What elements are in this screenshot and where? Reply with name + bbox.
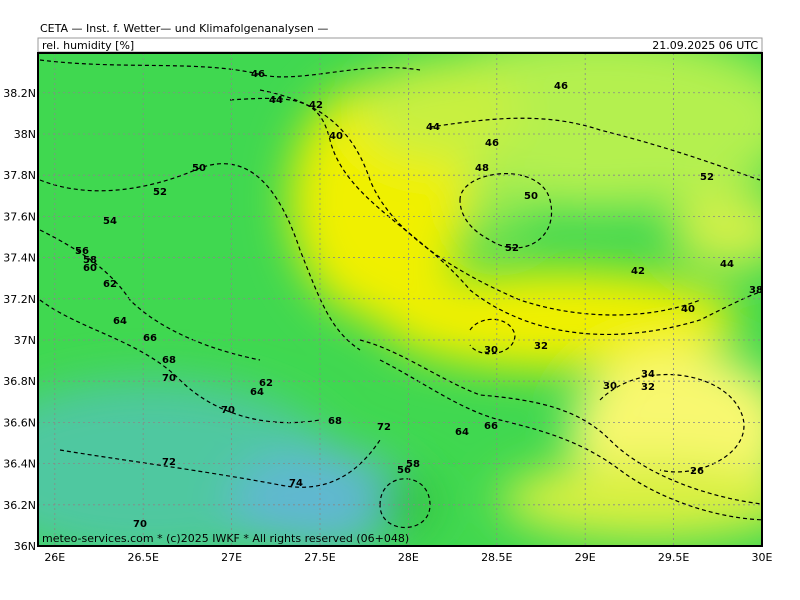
field-name: rel. humidity [%] [42, 39, 134, 52]
contour-label: 64 [455, 427, 469, 438]
contour-label: 50 [192, 163, 206, 174]
contour-label: 72 [162, 457, 176, 468]
contour-label: 58 [406, 459, 420, 470]
contour-label: 44 [426, 122, 440, 133]
contour-label: 72 [377, 422, 391, 433]
contours [39, 59, 762, 528]
lat-label: 37N [14, 334, 36, 347]
contour-label: 56 [75, 246, 89, 257]
contour-label: 66 [143, 333, 157, 344]
lat-label: 36.8N [3, 375, 36, 388]
header-title: CETA — Inst. f. Wetter— und Klimafolgena… [40, 22, 328, 35]
contour-label: 44 [720, 259, 734, 270]
lat-label: 38N [14, 128, 36, 141]
lat-label: 37.4N [3, 252, 36, 265]
field-shading [38, 53, 762, 546]
lon-label: 27.5E [304, 551, 335, 564]
contour-label: 58 [83, 255, 97, 266]
contour-label: 38 [749, 285, 763, 296]
contour-label: 30 [603, 381, 617, 392]
lon-label: 27E [221, 551, 242, 564]
lon-label: 28.5E [481, 551, 512, 564]
contour-label: 32 [534, 341, 548, 352]
contour-label: 54 [103, 216, 117, 227]
contour-label: 52 [505, 243, 519, 254]
contour-label: 68 [328, 416, 342, 427]
lat-label: 38.2N [3, 87, 36, 100]
contour-label: 50 [524, 191, 538, 202]
lat-label: 36.2N [3, 499, 36, 512]
contour-label: 52 [153, 187, 167, 198]
lon-label: 26.5E [127, 551, 158, 564]
footer: meteo-services.com * (c)2025 IWKF * All … [42, 532, 409, 545]
contour-label: 74 [289, 478, 303, 489]
contour-label: 68 [162, 355, 176, 366]
contour-label: 46 [251, 69, 265, 80]
contour-label: 62 [259, 378, 273, 389]
valid-time: 21.09.2025 06 UTC [652, 39, 758, 52]
contour-label: 64 [113, 316, 127, 327]
contour-label: 60 [83, 263, 97, 274]
contour-label: 32 [641, 382, 655, 393]
contour-label: 62 [103, 279, 117, 290]
contour-label: 46 [485, 138, 499, 149]
contour-label: 70 [221, 405, 235, 416]
lat-label: 36N [14, 540, 36, 553]
contour-label: 42 [309, 100, 323, 111]
map-frame [37, 52, 763, 547]
contour-label: 66 [484, 421, 498, 432]
lat-label: 36.4N [3, 458, 36, 471]
contour-label: 40 [329, 131, 343, 142]
contour-label: 48 [475, 163, 489, 174]
lon-label: 28E [398, 551, 419, 564]
contour-label: 56 [397, 465, 411, 476]
contour-label: 44 [269, 95, 283, 106]
lon-label: 29E [575, 551, 596, 564]
contour-label: 34 [641, 369, 655, 380]
contour-label: 64 [250, 387, 264, 398]
contour-label: 40 [681, 304, 695, 315]
contour-label: 46 [554, 81, 568, 92]
contour-label: 52 [700, 172, 714, 183]
lat-label: 36.6N [3, 416, 36, 429]
lat-label: 37.6N [3, 210, 36, 223]
contour-label: 70 [162, 373, 176, 384]
lon-label: 29.5E [658, 551, 689, 564]
contour-label: 42 [631, 266, 645, 277]
contour-label: 70 [133, 519, 147, 530]
contour-label: 30 [484, 345, 498, 356]
axis-labels: 26E 26.5E 27E 27.5E 28E 28.5E 29E 29.5E 30E 36N 36… [3, 87, 772, 564]
contour-label: 26 [690, 466, 704, 477]
lon-label: 26E [44, 551, 65, 564]
lon-label: 30E [752, 551, 773, 564]
lat-label: 37.8N [3, 169, 36, 182]
lat-label: 37.2N [3, 293, 36, 306]
